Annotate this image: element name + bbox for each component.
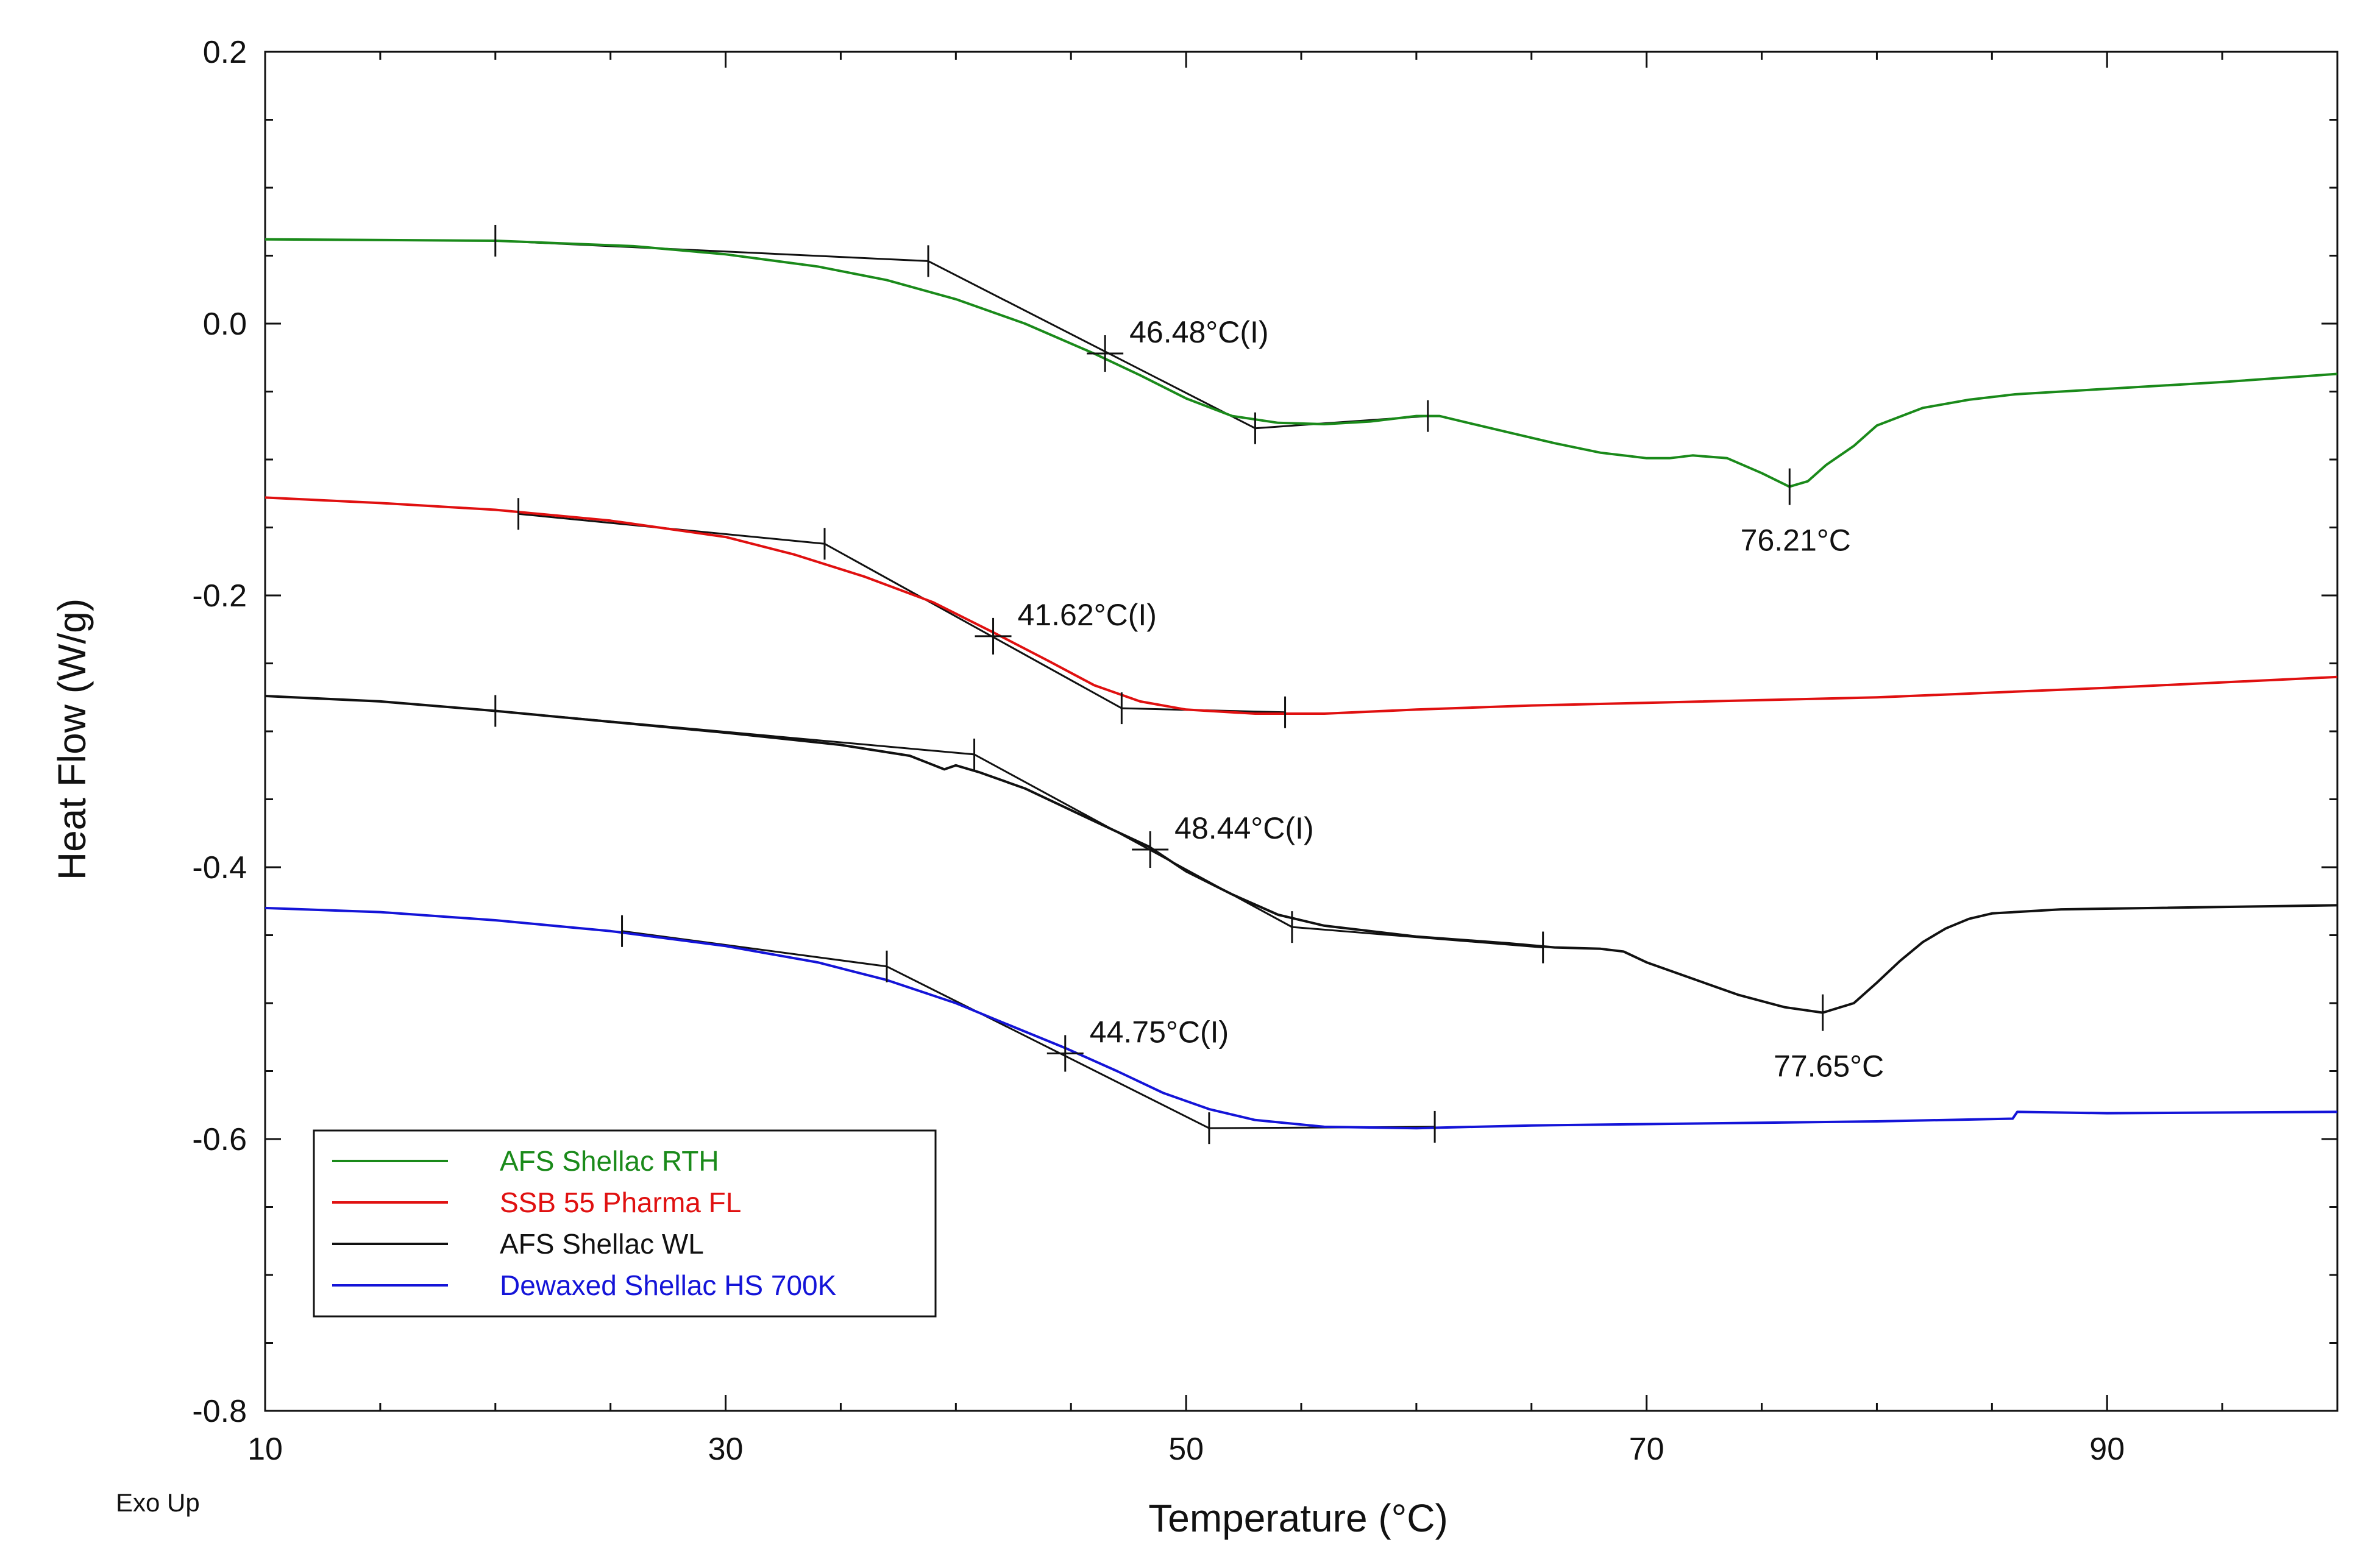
axes-group: 10 30 50 70 90 0.2 0.0 -0.2 -0.4 -0.6 -0.8 (192, 35, 2339, 1467)
tangent-line (824, 542, 1123, 709)
series-group-2 (265, 496, 2338, 728)
series-line (265, 238, 2338, 488)
series-line (265, 496, 2338, 715)
x-tick-label: 30 (708, 1432, 744, 1467)
exo-up-note: Exo Up (116, 1488, 200, 1517)
legend-entry: AFS Shellac RTH (500, 1145, 719, 1177)
y-tick-label: 0.2 (203, 35, 247, 70)
tangent-line (886, 965, 1210, 1129)
y-tick-label: -0.8 (192, 1394, 247, 1429)
x-tick-label: 10 (247, 1432, 283, 1467)
legend-entry: Dewaxed Shellac HS 700K (500, 1269, 837, 1301)
series-group-4 (265, 906, 2338, 1145)
annotation-label: 76.21°C (1741, 524, 1851, 558)
y-axis-label: Heat Flow (W/g) (50, 598, 94, 880)
legend-entry: AFS Shellac WL (500, 1228, 704, 1260)
y-tick-label: -0.2 (192, 578, 247, 614)
x-axis-label: Temperature (°C) (1148, 1496, 1448, 1540)
x-tick-label: 50 (1168, 1432, 1204, 1467)
tangent-line (928, 260, 1256, 430)
annotation-label: 41.62°C(I) (1018, 598, 1157, 632)
annotation-label: 46.48°C(I) (1129, 315, 1268, 349)
annotation-label: 48.44°C(I) (1174, 811, 1313, 845)
x-tick-label: 90 (2089, 1432, 2125, 1467)
x-tick-label: 70 (1629, 1432, 1664, 1467)
annotation-label: 77.65°C (1774, 1049, 1884, 1084)
y-tick-label: -0.4 (192, 850, 247, 886)
y-tick-label: 0.0 (203, 307, 247, 342)
series-group-1 (265, 224, 2338, 505)
series-line (265, 906, 2338, 1130)
legend: AFS Shellac RTH SSB 55 Pharma FL AFS Shell… (313, 1129, 937, 1318)
y-tick-label: -0.6 (192, 1122, 247, 1157)
series-group-3 (265, 695, 2338, 1031)
annotation-label: 44.75°C(I) (1090, 1015, 1229, 1049)
tangent-line (622, 930, 887, 968)
annotations-group: 46.48°C(I) 76.21°C 41.62°C(I) 48.44°C(I) 77.… (1018, 315, 1884, 1084)
legend-entry: SSB 55 Pharma FL (500, 1187, 741, 1218)
series-line (265, 695, 2338, 1014)
series-group (265, 224, 2338, 1145)
